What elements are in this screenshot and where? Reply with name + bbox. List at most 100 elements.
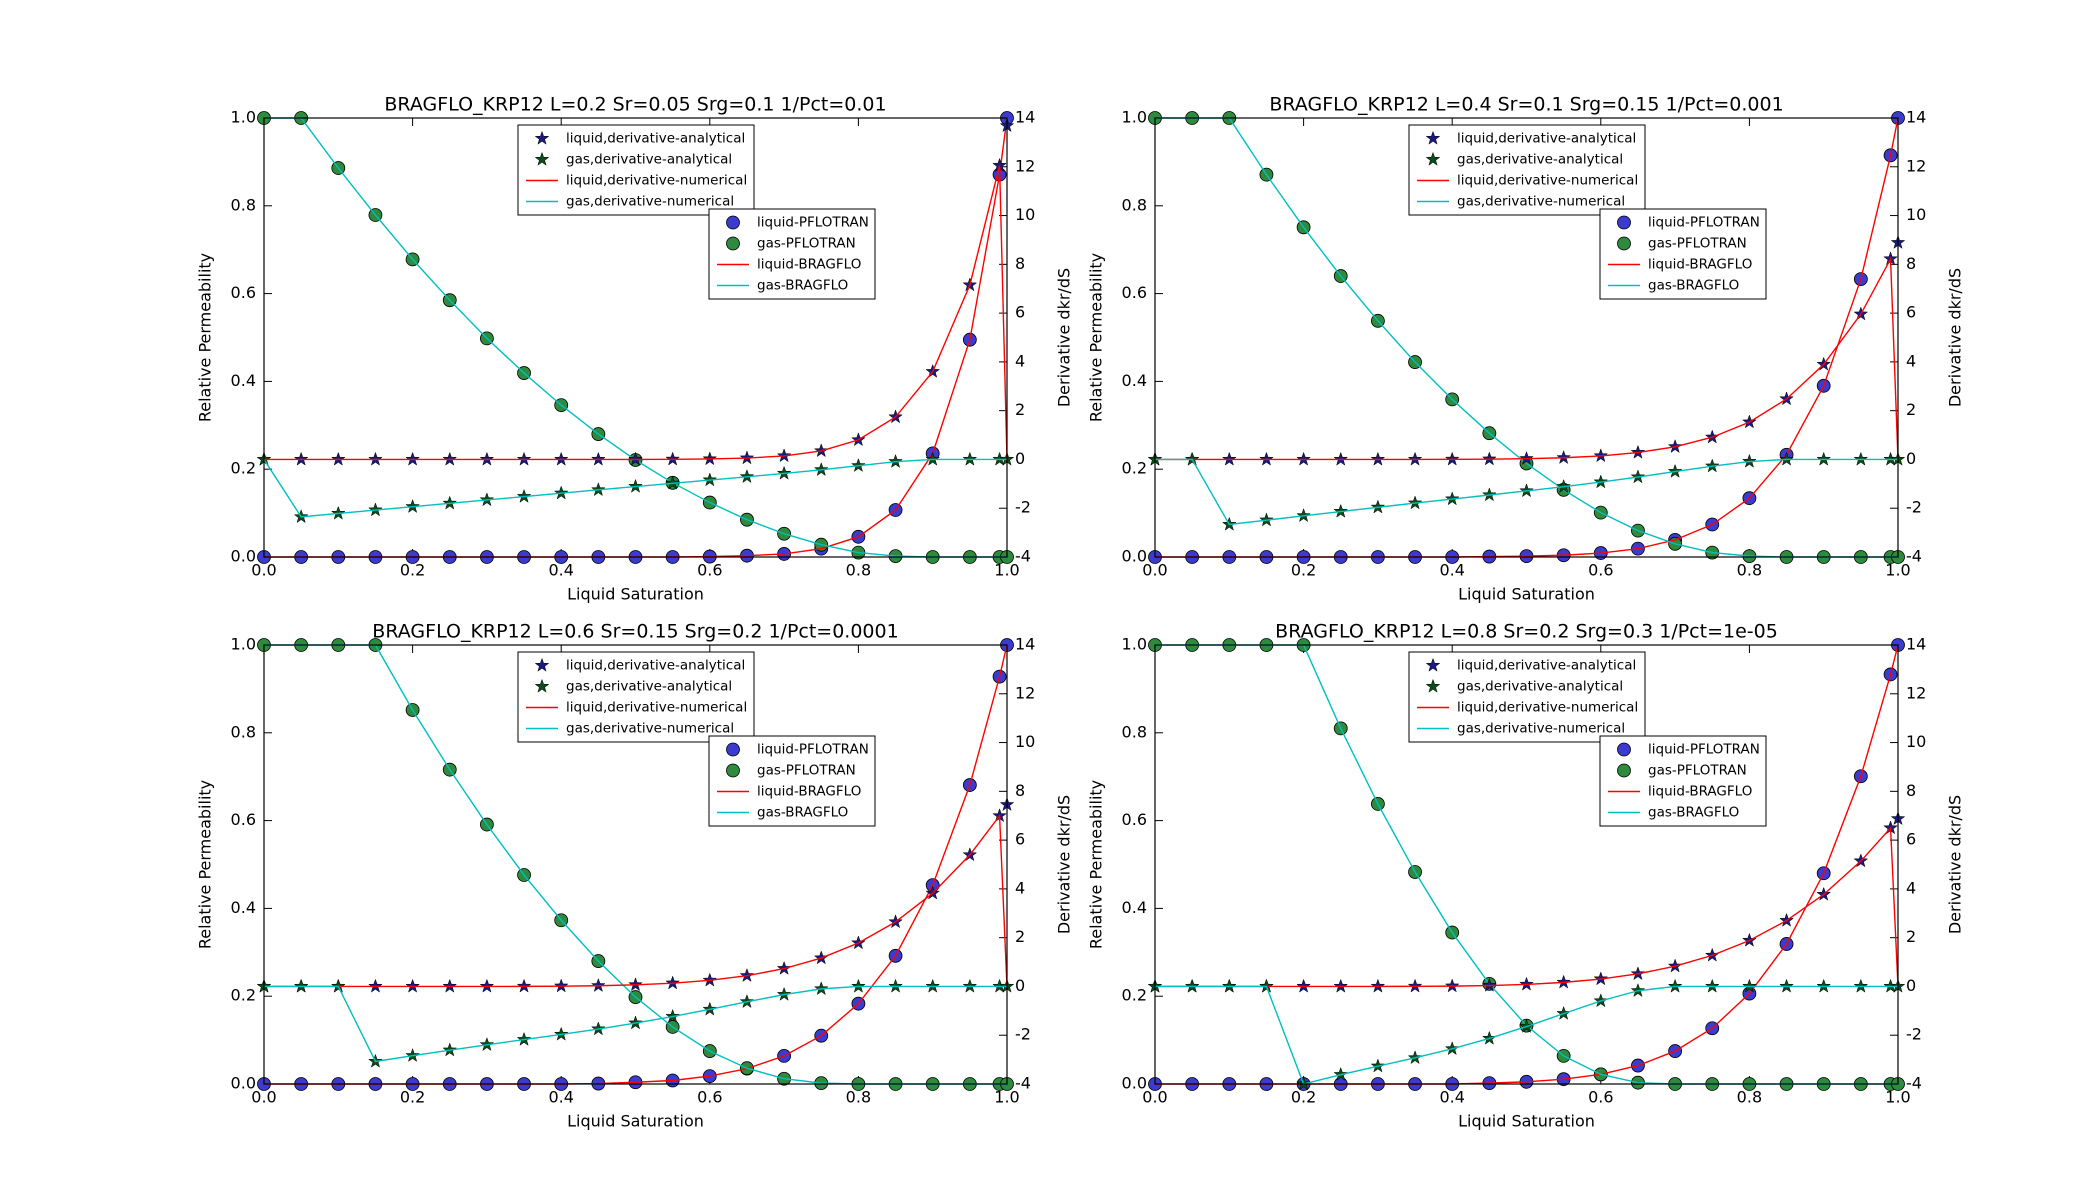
y2-tick-label: 10 [1015, 732, 1035, 751]
series-line [1155, 458, 1898, 526]
legend-label: liquid-PFLOTRAN [1648, 742, 1760, 758]
y-tick-label: 0.0 [231, 1074, 256, 1093]
y-tick-label: 0.4 [231, 371, 256, 390]
y2-tick-label: -4 [1015, 547, 1031, 566]
y-tick-label: 0.8 [1122, 195, 1147, 214]
y-tick-label: 0.4 [231, 898, 256, 917]
x-tick-label: 0.0 [1142, 1088, 1167, 1107]
y-tick-label: 0.6 [231, 810, 256, 829]
y-tick-label: 0.6 [1122, 810, 1147, 829]
y2-tick-label: 10 [1906, 732, 1926, 751]
y-tick-label: 0.2 [231, 459, 256, 478]
y-tick-label: 0.8 [231, 195, 256, 214]
y2-tick-label: 8 [1015, 781, 1025, 800]
y2-axis-label: Derivative dkr/dS [1946, 268, 1965, 407]
y2-tick-label: 2 [1015, 927, 1025, 946]
y2-tick-label: 14 [1015, 108, 1035, 127]
axes-frame [1154, 644, 1899, 1085]
legend-label: liquid-BRAGFLO [757, 257, 861, 273]
legend-label: liquid,derivative-analytical [566, 658, 745, 674]
legend-marker [726, 236, 740, 251]
y-tick-label: 0.0 [1122, 547, 1147, 566]
legend-box [517, 651, 755, 743]
x-tick-label: 0.8 [1737, 561, 1762, 580]
legend-marker [1425, 130, 1441, 145]
y2-tick-label: -4 [1906, 547, 1922, 566]
legend-label: liquid,derivative-numerical [566, 173, 747, 189]
y-tick-label: 0.4 [1122, 371, 1147, 390]
legend-marker [534, 678, 550, 693]
series-line [263, 458, 1007, 518]
y-axis-label: Relative Permeability [1087, 780, 1106, 949]
legend-marker [726, 215, 740, 230]
y2-tick-label: 14 [1906, 108, 1926, 127]
x-tick-label: 0.2 [400, 1088, 425, 1107]
y2-tick-label: 0 [1015, 976, 1025, 995]
chart-title: BRAGFLO_KRP12 L=0.6 Sr=0.15 Srg=0.2 1/Pc… [372, 621, 898, 643]
y2-tick-label: 6 [1015, 303, 1025, 322]
axes-frame [263, 644, 1008, 1085]
series-line [264, 165, 1008, 461]
legend-label: gas-PFLOTRAN [1648, 763, 1747, 779]
y2-tick-label: 6 [1906, 830, 1916, 849]
x-tick-label: 0.0 [251, 561, 276, 580]
x-tick-label: 0.8 [846, 561, 871, 580]
x-tick-label: 1.0 [1885, 561, 1910, 580]
y-tick-label: 1.0 [231, 635, 256, 654]
y2-tick-label: 2 [1015, 400, 1025, 419]
legend-marker [726, 742, 740, 757]
x-tick-label: 0.0 [251, 1088, 276, 1107]
legend-box [1408, 651, 1646, 743]
legend-marker [534, 151, 550, 166]
y2-tick-label: 6 [1015, 830, 1025, 849]
legend-label: liquid,derivative-analytical [1457, 131, 1636, 147]
y-tick-label: 1.0 [231, 108, 256, 127]
legend-label: liquid-PFLOTRAN [757, 742, 869, 758]
y2-tick-label: 14 [1906, 635, 1926, 654]
x-tick-label: 0.6 [1588, 561, 1613, 580]
x-tick-label: 0.8 [846, 1088, 871, 1107]
series-line [264, 813, 1008, 988]
legend-label: liquid,derivative-numerical [1457, 700, 1638, 716]
legend-label: gas-PFLOTRAN [757, 763, 856, 779]
y2-tick-label: 0 [1015, 449, 1025, 468]
y2-tick-label: 2 [1906, 400, 1916, 419]
legend-box [517, 124, 755, 216]
x-axis-label: Liquid Saturation [1458, 585, 1595, 604]
legend-label: liquid-BRAGFLO [757, 784, 861, 800]
x-tick-label: 1.0 [994, 561, 1019, 580]
chart-title: BRAGFLO_KRP12 L=0.4 Sr=0.1 Srg=0.15 1/Pc… [1269, 94, 1783, 116]
chart-title: BRAGFLO_KRP12 L=0.2 Sr=0.05 Srg=0.1 1/Pc… [384, 94, 886, 116]
y-tick-label: 0.6 [1122, 283, 1147, 302]
legend-label: gas,derivative-analytical [1457, 679, 1623, 695]
x-tick-label: 0.2 [1291, 561, 1316, 580]
y2-tick-label: 0 [1906, 449, 1916, 468]
y2-tick-label: 12 [1015, 156, 1035, 175]
legend-label: gas,derivative-numerical [566, 721, 734, 737]
legend-marker [1425, 678, 1441, 693]
legend-marker [534, 657, 550, 672]
legend-label: gas,derivative-numerical [1457, 194, 1625, 210]
y2-tick-label: 4 [1906, 351, 1916, 370]
x-tick-label: 0.0 [1142, 561, 1167, 580]
y-tick-label: 0.0 [1122, 1074, 1147, 1093]
x-tick-label: 0.4 [548, 561, 573, 580]
x-tick-label: 0.4 [1439, 561, 1464, 580]
series-line [264, 985, 1007, 1063]
axes-frame [1154, 117, 1899, 558]
y2-tick-label: 6 [1906, 303, 1916, 322]
legend-label: gas,derivative-numerical [566, 194, 734, 210]
y2-tick-label: 0 [1906, 976, 1916, 995]
y-tick-label: 0.2 [231, 986, 256, 1005]
series-line [1155, 826, 1899, 988]
legend-marker [1617, 742, 1631, 757]
y2-tick-label: -4 [1906, 1074, 1922, 1093]
y2-tick-label: 8 [1015, 254, 1025, 273]
legend-label: liquid,derivative-analytical [1457, 658, 1636, 674]
legend-label: gas-PFLOTRAN [757, 236, 856, 252]
y2-tick-label: 12 [1015, 683, 1035, 702]
legend-label: gas,derivative-analytical [1457, 152, 1623, 168]
y2-tick-label: 8 [1906, 254, 1916, 273]
